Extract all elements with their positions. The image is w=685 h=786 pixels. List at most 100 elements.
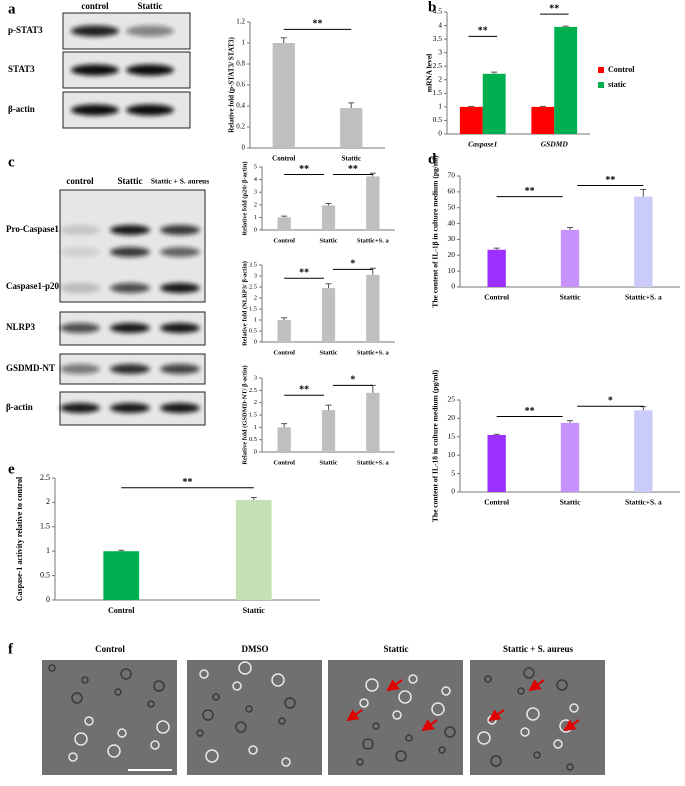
cell [232,681,242,691]
micrograph-label: Stattic + S. aureus [503,644,573,654]
y-tick-label: 60 [448,187,456,196]
bar [487,249,506,287]
panel-letter: c [8,154,15,170]
cell [484,675,492,683]
y-tick-label: 1.5 [249,411,257,418]
bar [235,499,272,600]
lane-label: control [66,176,94,186]
cell [281,757,291,767]
y-axis-label: The content of IL-18 in culture medium (… [431,369,440,522]
y-axis-label: Relative fold (NLRP3/ β-actin) [241,261,248,346]
cell [48,664,56,672]
x-tick-label: Stattic [319,237,337,244]
cell [362,738,374,750]
cell [517,687,525,695]
y-tick-label: 1 [438,102,442,111]
cell [150,740,160,750]
bar [482,73,506,134]
cell [556,679,568,691]
x-tick-label: Stattic+S. a [357,237,390,244]
blot-band [160,283,200,293]
blot-band [110,283,150,293]
y-tick-label: 3 [254,189,257,196]
lane-label: Stattic + S. aureus [151,177,209,186]
y-tick-label: 1.5 [433,88,443,97]
y-tick-label: 2 [254,201,257,208]
panel-letter: f [8,641,14,657]
error-bar [491,71,498,74]
cell [245,705,253,713]
x-tick-label: Control [484,498,509,507]
significance-label: ** [183,477,193,488]
micrograph-label: Control [95,644,125,654]
row-label: β-actin [8,104,35,114]
y-tick-label: 50 [448,202,456,211]
cell [196,729,204,737]
blot-band [60,283,100,293]
y-tick-label: 15 [448,432,456,441]
y-tick-label: 0 [46,595,50,604]
cell [235,721,247,733]
error-bar [348,102,355,109]
bar [554,26,578,135]
bar [634,196,653,287]
y-tick-label: 1 [46,546,50,555]
error-bar [562,25,569,27]
y-tick-label: 4 [438,20,442,29]
blot-band [110,247,150,257]
y-tick-label: 0.5 [433,115,443,124]
micrograph [187,660,322,775]
arrow [528,679,545,692]
arrow [563,719,580,732]
x-tick-label: Stattic [342,155,361,163]
x-tick-label: Control [272,155,295,163]
y-tick-label: 2.5 [249,387,257,394]
x-tick-label: Control [273,459,295,466]
y-tick-label: 1 [254,214,257,221]
y-axis-label: Relative fold (GSDMD-NT/ β-actin) [241,365,248,464]
y-tick-label: 10 [448,266,456,275]
y-tick-label: 2.5 [433,61,443,70]
row-label: STAT3 [8,64,35,74]
cell [398,690,412,704]
y-tick-label: 0 [438,129,442,138]
blot-band [60,247,100,257]
y-axis-label: Relative fold (p-STAT3/ STAT3) [228,36,236,132]
cell [444,726,456,738]
y-axis-label: Caspase-1 activity relative to control [15,476,24,601]
cell [566,763,574,771]
blot-band [126,25,174,37]
y-axis-label: mRNA level [425,54,434,93]
y-tick-label: 3 [254,272,257,279]
error-bar [325,283,332,289]
cell [71,692,83,704]
error-bar [640,188,647,197]
micrograph-label: Stattic [384,644,409,654]
y-tick-label: 2 [438,74,442,83]
y-tick-label: 0.5 [249,327,257,334]
y-tick-label: 2 [254,294,257,301]
y-tick-label: 1 [254,424,257,431]
panel-letter: e [8,461,15,477]
significance-label: ** [478,26,488,37]
x-tick-label: Control [484,293,509,302]
bar [277,217,291,230]
blot-band [160,323,200,333]
blot-band [126,64,174,76]
bar [321,288,336,342]
y-tick-label: 2.5 [249,283,257,290]
cell [359,698,369,708]
cell [477,731,491,745]
blot-band [160,403,200,413]
y-tick-label: 4 [254,176,258,183]
x-tick-label: Stattic [560,293,581,302]
x-tick-label: Stattic [319,459,337,466]
x-tick-label: Control [108,606,135,615]
error-bar [539,105,546,107]
y-tick-label: 3.5 [433,34,443,43]
row-label: GSDMD-NT [6,363,55,373]
cell [284,697,296,709]
y-tick-label: 0.6 [236,81,245,89]
lane-label: Stattic [138,1,163,11]
